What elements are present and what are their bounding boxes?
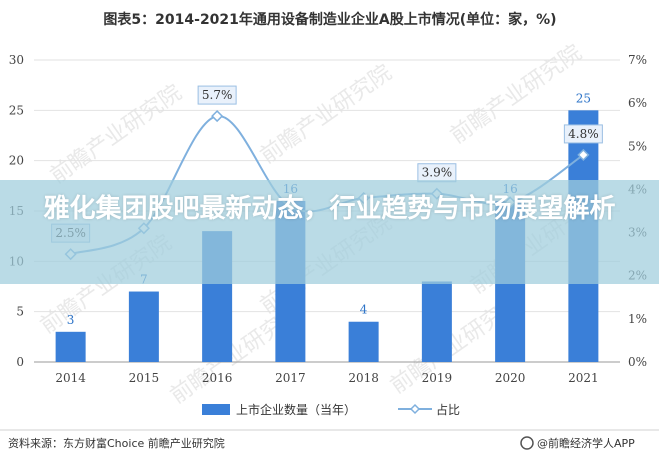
legend: 上市企业数量（当年） 占比 [202,402,460,417]
right-tick-label: 0% [628,355,647,369]
x-tick-label: 2021 [568,371,599,385]
right-tick-label: 6% [628,96,647,110]
watermark-text: 前瞻产业研究院 [46,80,187,189]
chart-title: 图表5：2014-2021年通用设备制造业企业A股上市情况(单位：家，%) [103,11,556,28]
x-tick-label: 2017 [275,371,306,385]
x-tick-label: 2015 [129,371,160,385]
bar [128,291,159,362]
bar-value-label: 25 [576,91,591,105]
watermark-text: 前瞻产业研究院 [256,60,397,169]
right-tick-label: 7% [628,53,647,67]
overlay-banner [0,180,659,284]
left-tick-label: 5 [16,305,24,319]
line-value-label: 5.7% [202,88,233,102]
brand-label: @前瞻经济学人APP [537,436,635,450]
bar [55,331,86,362]
line-value-box [197,85,237,105]
bar-value-label: 4 [360,303,368,317]
x-tick-label: 2014 [55,371,86,385]
line-value-label: 3.9% [422,166,453,180]
brand-logo: @前瞻经济学人APP [520,436,635,450]
line-point [211,110,224,123]
overlay-title: 雅化集团股吧最新动态，行业趋势与市场展望解析 [43,194,616,224]
left-tick-label: 25 [9,103,24,117]
line-value-box [563,124,603,144]
legend-bar-label: 上市企业数量（当年） [236,402,356,417]
left-tick-label: 0 [16,355,24,369]
line-value-label: 4.8% [568,127,599,141]
right-tick-label: 5% [628,139,647,153]
legend-bar-swatch [202,404,230,415]
source-note: 资料来源：东方财富Choice 前瞻产业研究院 [8,436,225,450]
bar-value-label: 3 [67,313,75,327]
x-tick-label: 2018 [348,371,379,385]
legend-marker-icon [409,403,421,415]
brand-logo-icon [520,436,534,450]
x-axis: 2014 2015 2016 2017 2018 2019 2020 2021 [55,371,598,385]
x-tick-label: 2020 [495,371,526,385]
legend-line-label: 占比 [436,402,460,417]
right-tick-label: 1% [628,312,647,326]
line-point [577,148,590,161]
bar [421,281,452,362]
bar [348,321,379,362]
x-tick-label: 2019 [422,371,453,385]
left-tick-label: 20 [9,154,24,168]
left-tick-label: 30 [9,53,24,67]
x-tick-label: 2016 [202,371,233,385]
